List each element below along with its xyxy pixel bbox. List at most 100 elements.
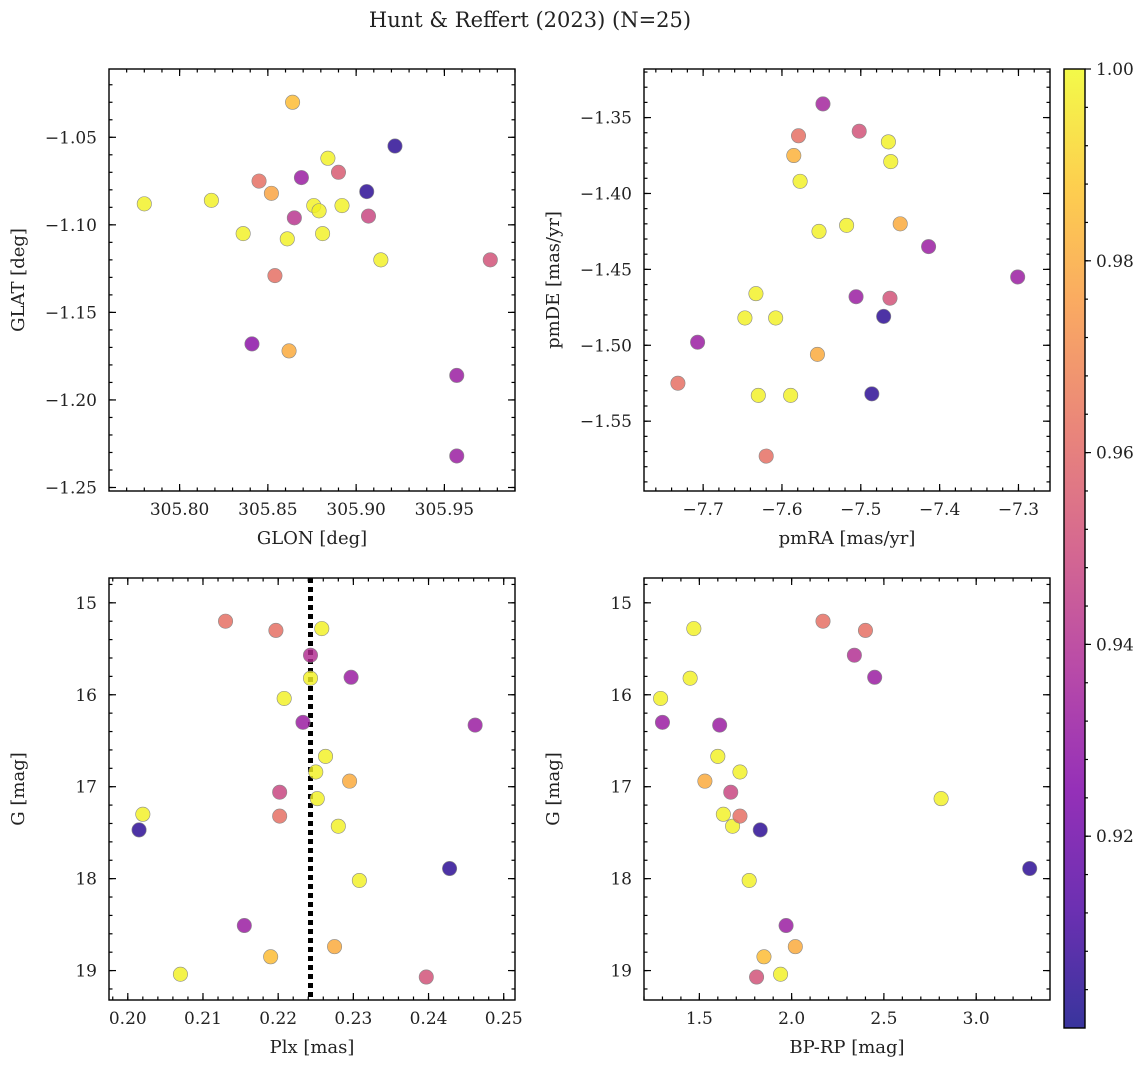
scatter-point [697,773,713,789]
x-axis-label: BP-RP [mag] [789,1037,904,1058]
scatter-point [880,134,896,150]
scatter-point [327,939,343,955]
scatter-point [857,622,873,638]
y-axis-label: GLAT [deg] [8,228,29,332]
x-tick-label: 0.21 [184,1009,222,1029]
scatter-point [732,808,748,824]
x-tick-label: −7.7 [682,500,723,520]
scatter-point [809,346,825,362]
scatter-point [670,375,686,391]
scatter-point [442,861,458,877]
scatter-point [815,613,831,629]
scatter-point [749,969,765,985]
scatter-point [218,613,234,629]
scatter-point [892,216,908,232]
scatter-point [172,966,188,982]
scatter-point [778,918,794,934]
colorbar-tick-label: 0.92 [1096,827,1134,847]
scatter-point [737,310,753,326]
y-tick-label: −1.10 [45,216,97,236]
y-tick-label: 15 [75,594,97,614]
scatter-point [811,223,827,239]
scatter-point [418,969,434,985]
scatter-point [846,647,862,663]
scatter-point [387,138,403,154]
scatter-point [359,184,375,200]
scatter-point [653,690,669,706]
y-tick-label: 15 [610,594,632,614]
scatter-point [203,192,219,208]
scatter-point [752,822,768,838]
scatter-point [654,714,670,730]
scatter-point [311,203,327,219]
y-tick-label: 19 [610,962,632,982]
scatter-point [715,806,731,822]
y-tick-label: 17 [610,778,632,798]
scatter-point [272,784,288,800]
x-tick-label: 2.0 [778,1009,805,1029]
scatter-point [1022,861,1038,877]
scatter-point [272,808,288,824]
scatter-point [792,173,808,189]
x-axis-label: GLON [deg] [257,528,367,549]
x-tick-label: 305.85 [238,500,297,520]
x-tick-label: 1.5 [686,1009,713,1029]
y-tick-label: −1.20 [45,391,97,411]
y-tick-label: −1.25 [45,478,97,498]
scatter-point [342,773,358,789]
scatter-point [315,226,331,242]
scatter-point [732,764,748,780]
x-tick-label: 3.0 [963,1009,990,1029]
axes-frame [108,577,516,1001]
scatter-point [293,170,309,186]
x-axis-label: Plx [mas] [270,1037,355,1058]
scatter-point [285,94,301,110]
scatter-point [773,966,789,982]
scatter-point [244,336,260,352]
colorbar-gradient [1064,69,1085,1028]
scatter-point [787,939,803,955]
scatter-point [235,226,251,242]
scatter-point [921,239,937,255]
scatter-point [314,621,330,637]
scatter-point [263,949,279,965]
scatter-point [351,872,367,888]
scatter-point [882,290,898,306]
x-tick-label: 305.80 [150,500,209,520]
scatter-point [276,690,292,706]
scatter-point [741,872,757,888]
scatter-point [867,669,883,685]
y-tick-label: 16 [610,686,632,706]
scatter-point [467,717,483,733]
panel-bprp-g: 1.5 2.0 2.5 3.0 15 16 17 18 19 BP-RP [mag] G [mag] [543,577,1051,1058]
scatter-point [876,308,892,324]
y-tick-label: 16 [75,686,97,706]
y-axis-label: G [mag] [8,752,29,825]
axes-frame [643,577,1051,1001]
axes-frame [643,68,1051,492]
axes-frame [108,68,516,492]
scatter-point [864,386,880,402]
scatter-point [1010,269,1026,285]
scatter-point [267,268,283,284]
x-tick-label: 0.24 [410,1009,448,1029]
panel-plx-g: 0.20 0.21 0.22 0.23 0.24 0.25 15 16 17 18 19 Plx [m… [8,577,523,1058]
scatter-point [318,748,334,764]
scatter-point [330,818,346,834]
figure-title: Hunt & Reffert (2023) (N=25) [369,8,691,32]
colorbar-frame [1063,68,1086,1029]
y-tick-label: 17 [75,778,97,798]
scatter-point [783,387,799,403]
scatter-point [791,128,807,144]
scatter-point [725,818,741,834]
x-tick-label: 305.95 [415,500,474,520]
scatter-point [263,185,279,201]
scatter-point [320,150,336,166]
scatter-point [723,784,739,800]
x-tick-label: 0.23 [334,1009,372,1029]
y-tick-label: −1.50 [580,336,632,356]
scatter-point [815,96,831,112]
y-tick-label: −1.35 [580,109,632,129]
y-tick-label: 18 [610,870,632,890]
